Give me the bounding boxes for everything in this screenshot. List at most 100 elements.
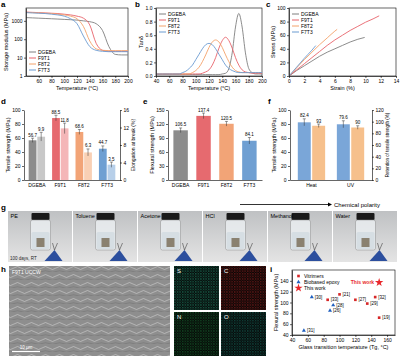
tick-label: 160 [383, 337, 392, 343]
error-bar [87, 149, 90, 156]
tick: 150 [156, 107, 168, 113]
tick-label: 20 [281, 163, 287, 169]
binder-handle [183, 243, 188, 250]
vial-cap [227, 213, 245, 220]
axis-bottom: HeatUV [291, 181, 373, 188]
tick: 180 [245, 76, 254, 84]
legend-swatch [29, 64, 36, 65]
point-label: This work [351, 279, 375, 285]
legend-swatch [159, 26, 166, 27]
eds-map-bg [174, 312, 219, 356]
tick: 120 [205, 76, 214, 84]
tick-label: 100 [280, 300, 289, 306]
point-label: [31] [307, 328, 315, 333]
vial-cap [32, 213, 50, 220]
tick-label: 40 [15, 149, 21, 155]
tick-label: 1 [20, 73, 23, 79]
element-label: S [177, 268, 181, 274]
tick-label: 40 [290, 337, 296, 343]
axis-line [27, 76, 129, 77]
series-line [289, 46, 316, 76]
axis-line [292, 271, 293, 336]
bar [99, 149, 107, 180]
tick-mark [154, 22, 156, 23]
bar [219, 124, 233, 180]
tick: 0.8 [146, 19, 156, 25]
tick-label: 120 [376, 107, 385, 113]
y2-axis-title: Elongation at break (%) [130, 119, 136, 172]
vial-liquid [357, 232, 375, 249]
tick-mark [288, 124, 290, 125]
tick-label: 180 [112, 78, 121, 84]
bar [196, 116, 210, 180]
legend-label: F7T3 [168, 29, 180, 35]
tick: 20 [281, 163, 290, 169]
tick-label: 60 [36, 78, 42, 84]
axis-left: 0.00.20.40.60.81.0 [146, 5, 157, 79]
bar [29, 140, 37, 180]
tick-label: 200 [258, 78, 267, 84]
tick: 0.4 [146, 46, 156, 52]
error-bar [31, 138, 34, 142]
tick: 8 [120, 142, 127, 148]
tick: 10 [363, 76, 369, 84]
tick-label: 60 [376, 142, 382, 148]
panel-letter: b [135, 0, 140, 9]
tick: 140 [368, 335, 377, 343]
error-bar [40, 132, 43, 141]
tick-label: 0 [18, 177, 21, 183]
point [366, 302, 369, 305]
tick-mark [22, 166, 24, 167]
tick: 60 [159, 149, 168, 155]
vial-body [161, 220, 181, 250]
tick-mark [154, 49, 156, 50]
tick-label: 100 [12, 107, 21, 113]
plot-frame [289, 8, 396, 76]
legend-swatch [292, 32, 299, 33]
tick-label: F9T1 [198, 182, 210, 188]
bar [61, 128, 69, 180]
tick-mark [22, 180, 24, 181]
axis-line [156, 9, 157, 77]
point [328, 308, 332, 311]
tick: 12 [120, 125, 129, 131]
axis-line [290, 111, 291, 181]
tick: 80 [15, 121, 24, 127]
tick: 14 [394, 76, 400, 84]
tick-label: 0 [284, 177, 287, 183]
tick-label: DGEBA [172, 182, 190, 188]
tick-mark [287, 8, 289, 9]
tick-mark [120, 110, 122, 111]
axis-line [24, 111, 25, 181]
tick-label: 80 [15, 121, 21, 127]
tick-label: 160 [99, 78, 108, 84]
axis-right: 020406080100120 [372, 107, 384, 183]
tick-label: 2 [303, 78, 306, 84]
tick-label: UV [347, 182, 355, 188]
tick: 0.6 [146, 32, 156, 38]
tick-label: 180 [245, 78, 254, 84]
tick-label: 60 [281, 135, 287, 141]
tick: 1000 [11, 18, 26, 24]
tick-mark [287, 22, 289, 23]
photo-bg [268, 211, 332, 262]
tick-label: 0.0 [146, 73, 153, 79]
sample [102, 238, 110, 247]
data-label: 93 [316, 119, 322, 124]
series-line [289, 29, 337, 76]
tick-label: 60 [283, 321, 289, 327]
y2-axis-title: Retention of tensile strength (%) [385, 112, 390, 177]
tick: 120 [73, 76, 82, 84]
tick: 1.0 [146, 5, 156, 11]
axis-bottom: 02468101214 [288, 76, 399, 84]
data-label: 56.7 [28, 133, 37, 138]
panel-letter: h [1, 265, 6, 274]
tick: 30 [159, 163, 168, 169]
error-bar [78, 130, 81, 135]
tick-label: F8T2 [78, 182, 90, 188]
point [378, 316, 381, 319]
tick: 60 [283, 321, 292, 327]
x-axis-title: Strain (%) [330, 85, 355, 91]
data-label: 82.4 [300, 113, 309, 118]
legend-label: F7T3 [301, 29, 313, 35]
